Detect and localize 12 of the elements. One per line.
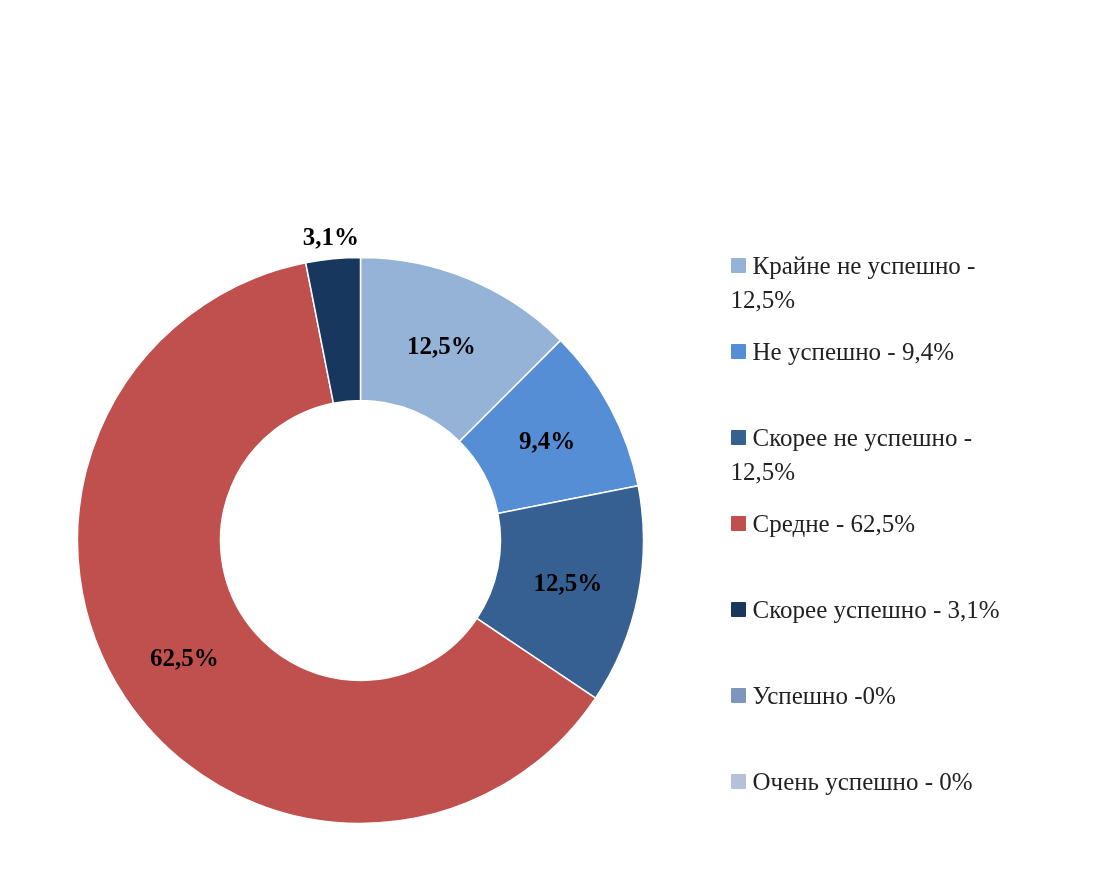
legend-label: Средне - 62,5% xyxy=(752,510,916,537)
data-label: 9,4% xyxy=(518,427,576,455)
legend-label: Не успешно - 9,4% xyxy=(752,338,955,365)
data-label: 12,5% xyxy=(533,568,603,596)
legend-label: Очень успешно - 0% xyxy=(752,768,973,795)
legend-label: Крайне не успешно - 12,5% xyxy=(730,252,976,313)
data-label: 12,5% xyxy=(407,331,476,359)
legend-label: Скорее успешно - 3,1% xyxy=(752,596,1000,623)
legend-label: Скорее не успешно - 12,5% xyxy=(730,424,972,485)
legend-label: Успешно -0% xyxy=(752,682,896,709)
data-label: 62,5% xyxy=(150,644,219,672)
data-label: 3,1% xyxy=(302,223,359,251)
